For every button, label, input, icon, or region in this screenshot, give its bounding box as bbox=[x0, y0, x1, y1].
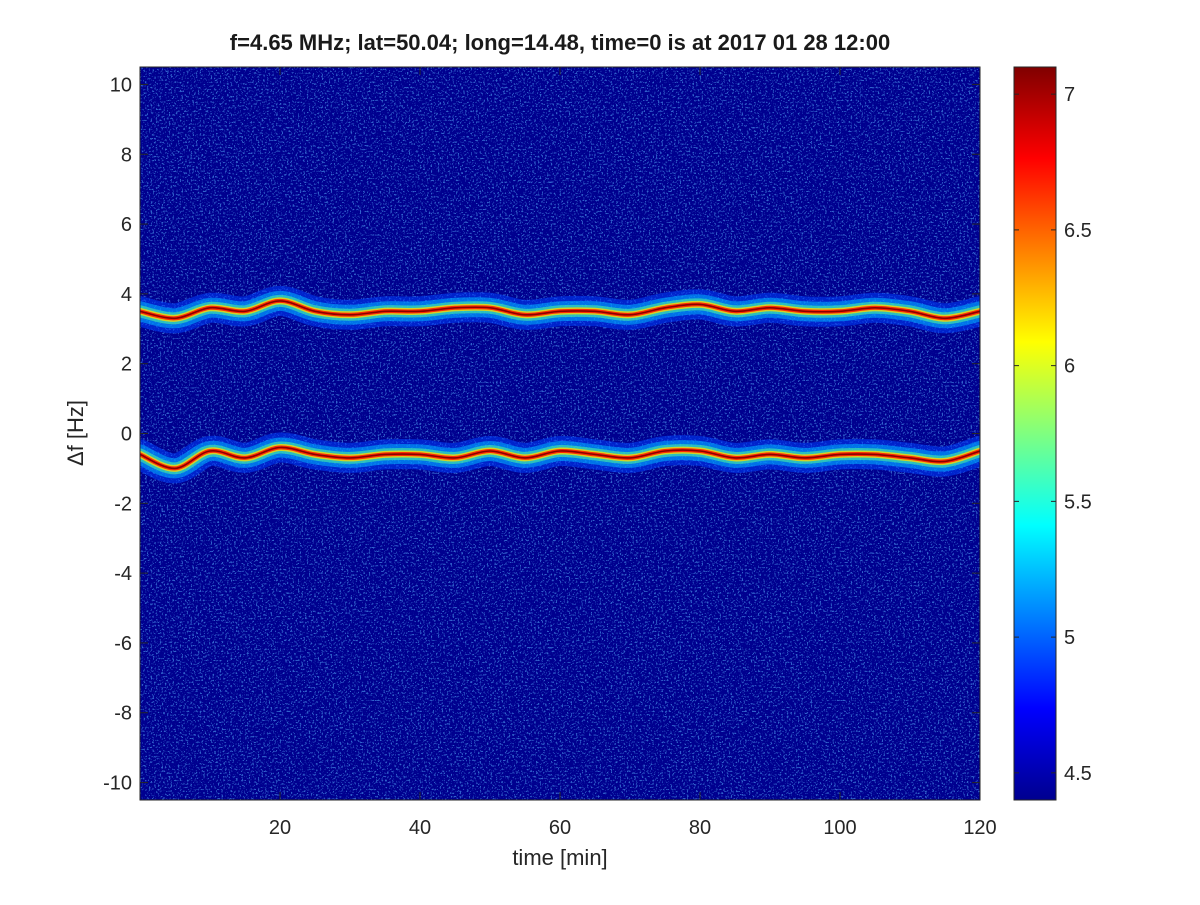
y-tick-label: 0 bbox=[121, 424, 132, 446]
y-tick-label: 2 bbox=[121, 354, 132, 376]
x-tick-label: 20 bbox=[269, 817, 291, 839]
x-tick-label: 120 bbox=[963, 817, 996, 839]
x-tick-label: 100 bbox=[823, 817, 856, 839]
x-tick-label: 40 bbox=[409, 817, 431, 839]
noise-texture bbox=[140, 67, 980, 800]
colorbar-tick-label: 4.5 bbox=[1064, 763, 1092, 785]
y-axis-label: Δf [Hz] bbox=[63, 399, 88, 467]
y-tick-label: 4 bbox=[121, 284, 132, 306]
trace-core bbox=[140, 300, 980, 320]
x-axis-label: time [min] bbox=[512, 845, 608, 870]
y-axis-ticks: -10 -8 -6 -4 -2 0 2 4 6 8 10 bbox=[103, 74, 980, 795]
colorbar-tick-label: 7 bbox=[1064, 84, 1075, 106]
y-tick-label: -8 bbox=[114, 703, 132, 725]
colorbar bbox=[1013, 66, 1057, 801]
chart-title: f=4.65 MHz; lat=50.04; long=14.48, time=… bbox=[229, 30, 891, 55]
y-tick-label: 8 bbox=[121, 144, 132, 166]
y-tick-label: 10 bbox=[110, 74, 132, 96]
y-tick-label: -2 bbox=[114, 493, 132, 515]
colorbar-tick-label: 6.5 bbox=[1064, 220, 1092, 242]
traces-group bbox=[140, 285, 980, 484]
colorbar-tick-label: 5 bbox=[1064, 627, 1075, 649]
x-tick-label: 60 bbox=[549, 817, 571, 839]
y-tick-label: -6 bbox=[114, 633, 132, 655]
colorbar-tick-label: 6 bbox=[1064, 356, 1075, 378]
trace-core bbox=[140, 446, 980, 470]
x-axis-ticks: 20 40 60 80 100 120 bbox=[269, 67, 997, 839]
x-tick-label: 80 bbox=[689, 817, 711, 839]
colorbar-ticks: 4.5 5 5.5 6 6.5 7 bbox=[1014, 84, 1092, 785]
y-tick-label: -10 bbox=[103, 773, 132, 795]
y-tick-label: 6 bbox=[121, 214, 132, 236]
colorbar-tick-label: 5.5 bbox=[1064, 491, 1092, 513]
y-tick-label: -4 bbox=[114, 563, 132, 585]
